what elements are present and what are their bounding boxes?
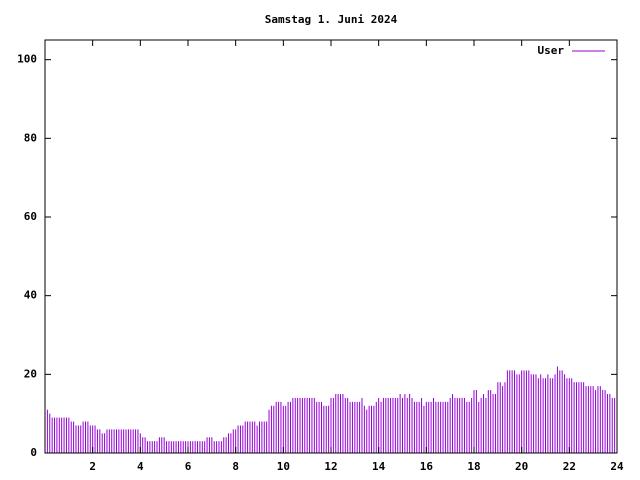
- y-tick-label: 60: [24, 210, 37, 223]
- x-tick-label: 4: [137, 460, 144, 473]
- y-tick-label: 40: [24, 289, 37, 302]
- legend-label: User: [538, 44, 565, 57]
- y-tick-label: 0: [30, 446, 37, 459]
- y-tick-label: 20: [24, 367, 37, 380]
- x-tick-label: 16: [420, 460, 434, 473]
- x-tick-label: 8: [232, 460, 239, 473]
- y-tick-label: 100: [17, 53, 37, 66]
- x-tick-label: 18: [467, 460, 480, 473]
- x-tick-label: 6: [185, 460, 192, 473]
- x-tick-label: 2: [89, 460, 96, 473]
- y-tick-label: 80: [24, 131, 37, 144]
- x-tick-label: 20: [515, 460, 528, 473]
- x-tick-label: 24: [610, 460, 624, 473]
- x-tick-label: 22: [563, 460, 576, 473]
- x-tick-label: 12: [324, 460, 337, 473]
- x-tick-label: 14: [372, 460, 386, 473]
- x-tick-label: 10: [277, 460, 290, 473]
- chart-title: Samstag 1. Juni 2024: [265, 13, 398, 26]
- plot-border: [44, 39, 618, 454]
